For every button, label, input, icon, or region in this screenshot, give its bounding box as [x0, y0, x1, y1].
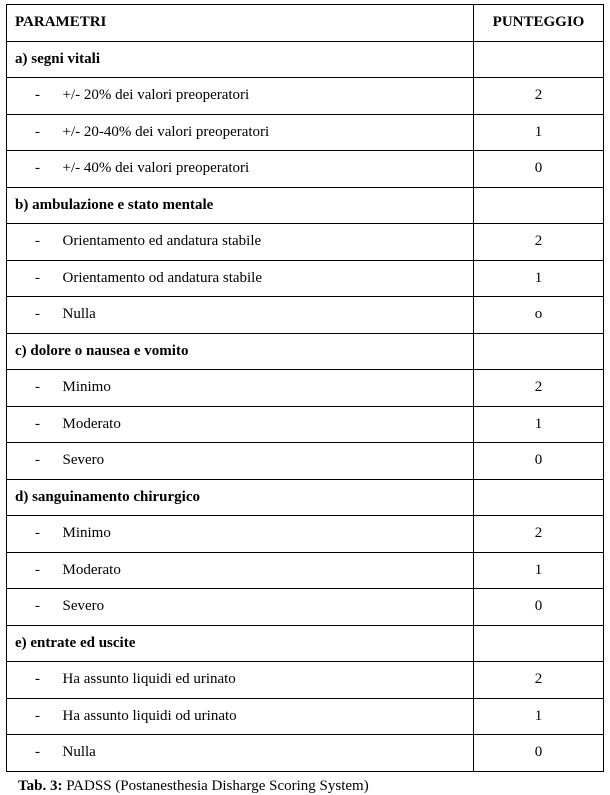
item-param: - Minimo [7, 516, 474, 553]
item-score: 0 [474, 443, 604, 480]
item-label: +/- 20-40% dei valori preoperatori [55, 124, 269, 140]
table-row: PARAMETRIPUNTEGGIO [7, 5, 604, 42]
bullet-icon: - [35, 376, 55, 399]
item-param: - Minimo [7, 370, 474, 407]
table-row: - +/- 40% dei valori preoperatori0 [7, 151, 604, 188]
table-row: - Nulla0 [7, 735, 604, 772]
bullet-icon: - [35, 413, 55, 436]
table-row: - +/- 20% dei valori preoperatori2 [7, 78, 604, 115]
item-param: - +/- 20% dei valori preoperatori [7, 78, 474, 115]
table-caption: Tab. 3: PADSS (Postanesthesia Disharge S… [6, 772, 604, 795]
item-label: Orientamento ed andatura stabile [55, 233, 261, 249]
table-row: - Minimo2 [7, 516, 604, 553]
bullet-icon: - [35, 595, 55, 618]
bullet-icon: - [35, 449, 55, 472]
section-title: c) dolore o nausea e vomito [7, 333, 474, 370]
table-row: - Orientamento od andatura stabile1 [7, 260, 604, 297]
item-param: - Moderato [7, 406, 474, 443]
item-label: +/- 20% dei valori preoperatori [55, 87, 249, 103]
caption-label: Tab. 3: [18, 778, 62, 794]
bullet-icon: - [35, 267, 55, 290]
item-score: 0 [474, 151, 604, 188]
item-score: 2 [474, 224, 604, 261]
bullet-icon: - [35, 84, 55, 107]
item-label: Orientamento od andatura stabile [55, 270, 262, 286]
item-score: 1 [474, 114, 604, 151]
item-label: Moderato [55, 562, 121, 578]
section-title: a) segni vitali [7, 41, 474, 78]
item-score: 1 [474, 552, 604, 589]
section-score-empty [474, 333, 604, 370]
bullet-icon: - [35, 121, 55, 144]
caption-text: PADSS (Postanesthesia Disharge Scoring S… [62, 778, 368, 794]
table-row: a) segni vitali [7, 41, 604, 78]
table-row: b) ambulazione e stato mentale [7, 187, 604, 224]
item-param: - Nulla [7, 735, 474, 772]
item-label: Severo [55, 452, 104, 468]
item-score: 2 [474, 370, 604, 407]
item-param: - Severo [7, 443, 474, 480]
item-label: +/- 40% dei valori preoperatori [55, 160, 249, 176]
table-row: - Orientamento ed andatura stabile2 [7, 224, 604, 261]
table-row: - Nullao [7, 297, 604, 334]
item-param: - +/- 20-40% dei valori preoperatori [7, 114, 474, 151]
table-row: - Severo0 [7, 589, 604, 626]
table-row: - +/- 20-40% dei valori preoperatori1 [7, 114, 604, 151]
section-title: b) ambulazione e stato mentale [7, 187, 474, 224]
table-row: c) dolore o nausea e vomito [7, 333, 604, 370]
item-label: Nulla [55, 306, 96, 322]
item-label: Ha assunto liquidi ed urinato [55, 671, 236, 687]
item-label: Ha assunto liquidi od urinato [55, 708, 237, 724]
bullet-icon: - [35, 668, 55, 691]
table-row: - Moderato1 [7, 552, 604, 589]
padss-table: PARAMETRIPUNTEGGIOa) segni vitali- +/- 2… [6, 4, 604, 772]
table-row: - Minimo2 [7, 370, 604, 407]
table-row: - Ha assunto liquidi ed urinato2 [7, 662, 604, 699]
item-score: 0 [474, 589, 604, 626]
section-score-empty [474, 625, 604, 662]
header-score: PUNTEGGIO [474, 5, 604, 42]
item-score: 1 [474, 406, 604, 443]
bullet-icon: - [35, 230, 55, 253]
section-score-empty [474, 41, 604, 78]
table-row: - Severo0 [7, 443, 604, 480]
item-score: 2 [474, 78, 604, 115]
table-row: - Moderato1 [7, 406, 604, 443]
bullet-icon: - [35, 559, 55, 582]
item-param: - Ha assunto liquidi od urinato [7, 698, 474, 735]
bullet-icon: - [35, 522, 55, 545]
item-score: 0 [474, 735, 604, 772]
section-score-empty [474, 479, 604, 516]
bullet-icon: - [35, 741, 55, 764]
bullet-icon: - [35, 303, 55, 326]
section-title: e) entrate ed uscite [7, 625, 474, 662]
item-param: - Severo [7, 589, 474, 626]
item-score: 2 [474, 662, 604, 699]
item-label: Severo [55, 598, 104, 614]
item-param: - Orientamento ed andatura stabile [7, 224, 474, 261]
table-row: e) entrate ed uscite [7, 625, 604, 662]
bullet-icon: - [35, 705, 55, 728]
table-row: - Ha assunto liquidi od urinato1 [7, 698, 604, 735]
item-param: - +/- 40% dei valori preoperatori [7, 151, 474, 188]
item-label: Nulla [55, 744, 96, 760]
section-score-empty [474, 187, 604, 224]
item-score: o [474, 297, 604, 334]
item-score: 1 [474, 260, 604, 297]
item-param: - Orientamento od andatura stabile [7, 260, 474, 297]
item-score: 2 [474, 516, 604, 553]
item-label: Moderato [55, 416, 121, 432]
bullet-icon: - [35, 157, 55, 180]
item-label: Minimo [55, 379, 111, 395]
table-body: PARAMETRIPUNTEGGIOa) segni vitali- +/- 2… [7, 5, 604, 772]
item-param: - Nulla [7, 297, 474, 334]
item-score: 1 [474, 698, 604, 735]
header-param: PARAMETRI [7, 5, 474, 42]
section-title: d) sanguinamento chirurgico [7, 479, 474, 516]
item-param: - Ha assunto liquidi ed urinato [7, 662, 474, 699]
table-row: d) sanguinamento chirurgico [7, 479, 604, 516]
item-label: Minimo [55, 525, 111, 541]
item-param: - Moderato [7, 552, 474, 589]
